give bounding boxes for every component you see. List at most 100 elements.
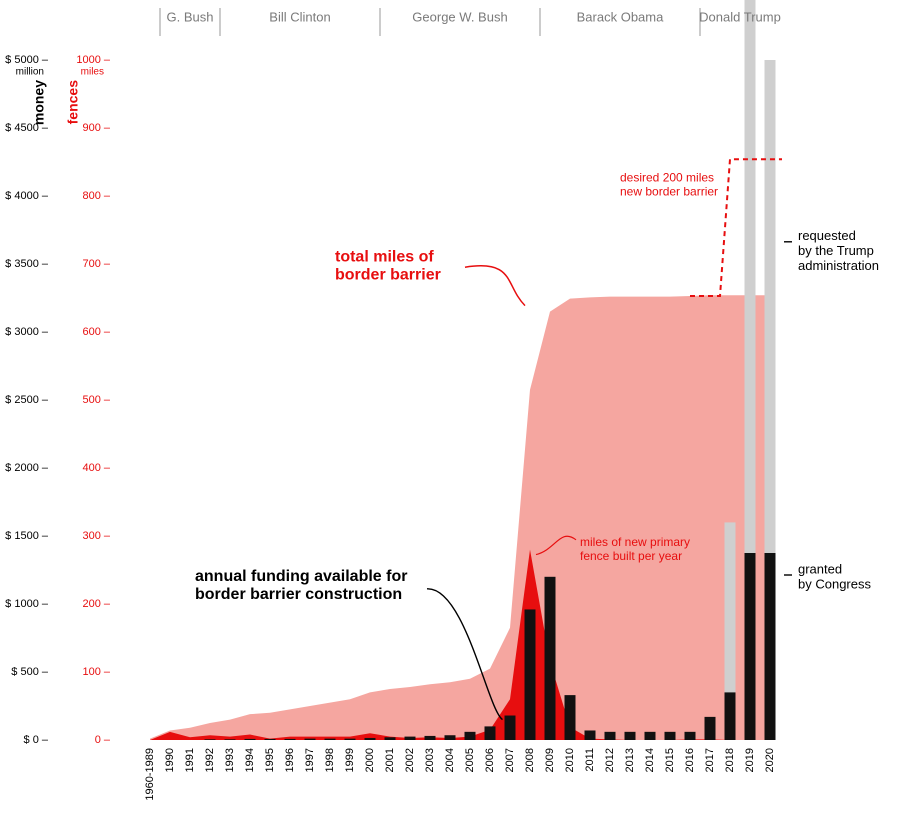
bar-granted: [745, 553, 756, 740]
fence-tick-label: 600 –: [82, 326, 110, 338]
fence-tick-label: 400 –: [82, 462, 110, 474]
year-label: 1999: [344, 748, 356, 772]
money-tick-label: $ 3000 –: [5, 326, 49, 338]
year-label: 2007: [504, 748, 516, 772]
money-tick-label: $ 2000 –: [5, 462, 49, 474]
year-label: 2012: [604, 748, 616, 772]
year-label: 2006: [484, 748, 496, 772]
bar-granted: [385, 737, 396, 740]
year-label: 2014: [644, 748, 656, 772]
bar-granted: [205, 739, 216, 740]
fence-tick-label: 100 –: [82, 666, 110, 678]
fence-tick-label: 900 –: [82, 122, 110, 134]
year-label: 2013: [624, 748, 636, 772]
money-tick-label: $ 5000 –: [5, 54, 49, 66]
fence-tick-label: 700 –: [82, 258, 110, 270]
year-label: 1995: [264, 748, 276, 772]
bar-granted: [225, 739, 236, 740]
bar-granted: [465, 732, 476, 740]
bar-granted: [345, 739, 356, 740]
bar-granted: [265, 739, 276, 740]
year-label: 2009: [544, 748, 556, 772]
fence-axis-title: fences: [65, 80, 81, 125]
bar-granted: [645, 732, 656, 740]
annot-funding: annual funding available for: [195, 568, 407, 585]
year-label: 1993: [224, 748, 236, 772]
president-label: George W. Bush: [412, 9, 507, 24]
president-label: Barack Obama: [577, 9, 664, 24]
year-label: 1992: [204, 748, 216, 772]
bar-granted: [325, 739, 336, 740]
annot-desired: desired 200 miles: [620, 170, 714, 184]
fence-tick-label: 200 –: [82, 598, 110, 610]
year-label: 2016: [684, 748, 696, 772]
year-label: 2017: [704, 748, 716, 772]
bar-granted: [445, 735, 456, 740]
annot-funding: border barrier construction: [195, 586, 402, 603]
president-label: G. Bush: [167, 9, 214, 24]
money-tick-label: $ 500 –: [11, 666, 49, 678]
bar-granted: [425, 736, 436, 740]
bar-granted: [405, 737, 416, 740]
year-label: 2011: [584, 748, 596, 772]
annot-requested: administration: [798, 258, 879, 273]
annot-requested: requested: [798, 228, 856, 243]
annot-total-miles: border barrier: [335, 266, 441, 283]
year-label: 2002: [404, 748, 416, 772]
year-label: 2005: [464, 748, 476, 772]
bar-granted: [685, 732, 696, 740]
bar-granted: [365, 738, 376, 740]
bar-granted: [625, 732, 636, 740]
year-label: 2004: [444, 748, 456, 772]
bar-granted: [545, 577, 556, 740]
bar-granted: [485, 726, 496, 740]
money-unit: million: [16, 67, 44, 78]
year-label: 2018: [724, 748, 736, 772]
money-axis-title: money: [31, 80, 47, 125]
bar-granted: [605, 732, 616, 740]
bar-granted: [505, 716, 516, 740]
money-tick-label: $ 4000 –: [5, 190, 49, 202]
year-label: 1998: [324, 748, 336, 772]
annot-new-miles: miles of new primary: [580, 535, 690, 549]
year-label: 2020: [764, 748, 776, 772]
year-label: 1997: [304, 748, 316, 772]
fence-tick-label: 1000 –: [76, 54, 111, 66]
year-label: 1991: [184, 748, 196, 772]
year-label: 2003: [424, 748, 436, 772]
bar-granted: [305, 739, 316, 740]
money-tick-label: $ 3500 –: [5, 258, 49, 270]
annot-desired: new border barrier: [620, 184, 718, 198]
bar-granted: [285, 739, 296, 740]
fence-tick-label: 0 –: [95, 734, 111, 746]
year-label: 1994: [244, 748, 256, 772]
year-label: 1996: [284, 748, 296, 772]
president-label: Bill Clinton: [269, 9, 330, 24]
year-label: 2000: [364, 748, 376, 772]
bar-granted: [705, 717, 716, 740]
annot-requested: by the Trump: [798, 243, 874, 258]
year-label: 1960-1989: [144, 748, 156, 801]
money-tick-label: $ 0 –: [24, 734, 49, 746]
fence-unit: miles: [81, 67, 104, 78]
year-label: 1990: [164, 748, 176, 772]
year-label: 2019: [744, 748, 756, 772]
money-tick-label: $ 1000 –: [5, 598, 49, 610]
bar-granted: [665, 732, 676, 740]
money-tick-label: $ 2500 –: [5, 394, 49, 406]
year-label: 2010: [564, 748, 576, 772]
fence-tick-label: 300 –: [82, 530, 110, 542]
annot-granted: granted: [798, 561, 842, 576]
chart-svg: $ 0 – $ 500 – $ 1000 – $ 1500 – $ 2000 – $ 25…: [0, 0, 900, 828]
fence-tick-label: 500 –: [82, 394, 110, 406]
bar-granted: [565, 695, 576, 740]
bar-granted: [245, 739, 256, 740]
chart-stage: $ 0 – $ 500 – $ 1000 – $ 1500 – $ 2000 – $ 25…: [0, 0, 900, 828]
fence-tick-label: 800 –: [82, 190, 110, 202]
year-label: 2015: [664, 748, 676, 772]
annot-total-miles: total miles of: [335, 248, 434, 265]
annot-new-miles: fence built per year: [580, 549, 682, 563]
president-label: Donald Trump: [699, 9, 781, 24]
money-tick-label: $ 1500 –: [5, 530, 49, 542]
year-label: 2008: [524, 748, 536, 772]
